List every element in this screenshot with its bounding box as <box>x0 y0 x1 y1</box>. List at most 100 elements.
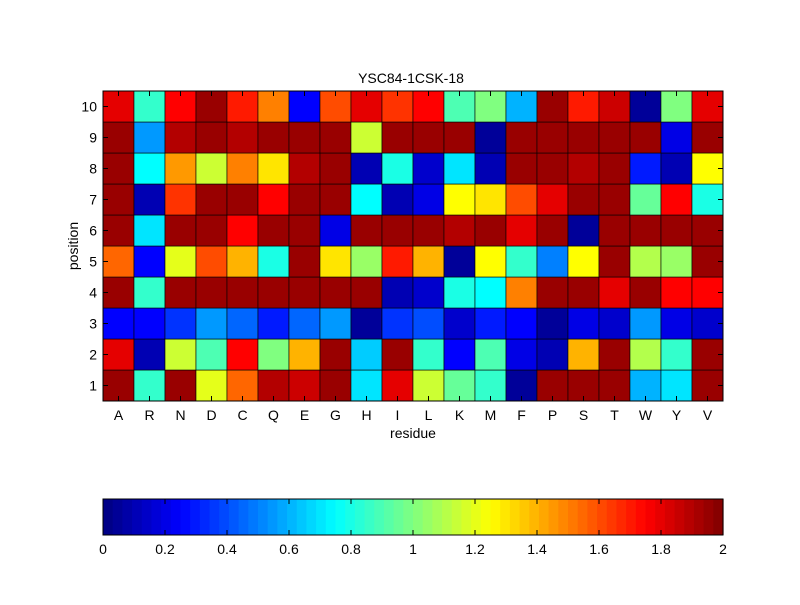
x-tick-label: F <box>517 407 526 423</box>
colorbar <box>103 499 724 535</box>
colorbar-tick-label: 1.8 <box>651 541 671 557</box>
y-axis-label: position <box>65 222 81 270</box>
heatmap-cell <box>629 307 662 340</box>
heatmap-cell <box>195 338 228 371</box>
heatmap-cell <box>598 121 631 154</box>
heatmap-cell <box>598 214 631 247</box>
heatmap-cell <box>443 338 476 371</box>
colorbar-tick-labels: 0 0.2 0.4 0.6 0.8 1 1.2 1.4 1.6 1.8 2 <box>99 499 727 557</box>
heatmap-cell <box>164 214 197 247</box>
colorbar-tick-label: 2 <box>719 541 727 557</box>
heatmap-cell <box>350 90 383 123</box>
heatmap-cell <box>195 276 228 309</box>
x-tick-label: A <box>114 407 124 423</box>
y-tick-label: 2 <box>89 347 97 363</box>
heatmap-cell <box>598 183 631 216</box>
heatmap-cell <box>660 183 693 216</box>
x-tick-label: I <box>396 407 400 423</box>
y-tick-label: 7 <box>89 192 97 208</box>
heatmap-cell <box>288 307 321 340</box>
heatmap-cell <box>133 214 166 247</box>
colorbar-tick-label: 0.4 <box>217 541 237 557</box>
heatmap-cell <box>319 245 352 278</box>
colorbar-swatch <box>674 499 685 535</box>
heatmap-cell <box>505 276 538 309</box>
colorbar-swatch <box>248 499 259 535</box>
colorbar-tick-label: 0.2 <box>155 541 175 557</box>
heatmap-cell <box>629 245 662 278</box>
heatmap-cell <box>629 214 662 247</box>
colorbar-swatch <box>684 499 695 535</box>
colorbar-swatch <box>413 499 424 535</box>
heatmap-cell <box>691 245 724 278</box>
heatmap-cell <box>505 245 538 278</box>
heatmap-cell <box>412 121 445 154</box>
heatmap-cell <box>257 152 290 185</box>
heatmap-cell <box>350 276 383 309</box>
x-tick-label: N <box>175 407 185 423</box>
heatmap-cell <box>133 183 166 216</box>
colorbar-swatch <box>383 499 395 535</box>
heatmap-cell <box>133 152 166 185</box>
heatmap-cell <box>598 90 631 123</box>
heatmap-cell <box>412 183 445 216</box>
heatmap-cell <box>629 121 662 154</box>
heatmap-cell <box>474 245 507 278</box>
colorbar-swatch <box>228 499 240 535</box>
heatmap-cell <box>598 245 631 278</box>
heatmap-cell <box>164 276 197 309</box>
heatmap-cell <box>660 214 693 247</box>
heatmap-cell <box>381 245 414 278</box>
heatmap-cell <box>164 121 197 154</box>
heatmap-cell <box>381 307 414 340</box>
heatmap-cell <box>412 214 445 247</box>
heatmap-cell <box>629 276 662 309</box>
heatmap-cell <box>381 152 414 185</box>
y-tick-label: 6 <box>89 223 97 239</box>
heatmap-cell <box>319 214 352 247</box>
x-tick-label: T <box>610 407 619 423</box>
heatmap-cell <box>164 152 197 185</box>
colorbar-swatch <box>568 499 579 535</box>
colorbar-swatch <box>442 499 453 535</box>
heatmap-cell <box>443 152 476 185</box>
heatmap-cell <box>443 369 476 402</box>
y-tick-label: 1 <box>89 378 97 394</box>
colorbar-swatch <box>209 499 220 535</box>
colorbar-swatch <box>480 499 492 535</box>
colorbar-swatch <box>703 499 714 535</box>
heatmap-cell <box>567 338 600 371</box>
colorbar-swatch <box>316 499 327 535</box>
heatmap-cell <box>133 338 166 371</box>
x-tick-label: E <box>300 407 309 423</box>
heatmap-cells <box>102 90 724 402</box>
heatmap-cell <box>567 214 600 247</box>
heatmap-cell <box>133 121 166 154</box>
heatmap-cell <box>257 369 290 402</box>
heatmap-cell <box>381 214 414 247</box>
colorbar-swatch <box>558 499 569 535</box>
colorbar-swatch <box>664 499 676 535</box>
heatmap-cell <box>567 245 600 278</box>
colorbar-swatch <box>693 499 705 535</box>
heatmap-cell <box>598 276 631 309</box>
heatmap-cell <box>660 245 693 278</box>
heatmap-cell <box>660 90 693 123</box>
heatmap-cell <box>474 276 507 309</box>
heatmap-cell <box>567 276 600 309</box>
heatmap-cell <box>691 152 724 185</box>
colorbar-swatch <box>277 499 288 535</box>
heatmap-cell <box>226 214 259 247</box>
heatmap-cell <box>102 276 135 309</box>
heatmap-cell <box>133 276 166 309</box>
heatmap-cell <box>567 152 600 185</box>
colorbar-swatch <box>461 499 472 535</box>
heatmap-cell <box>350 183 383 216</box>
heatmap-cell <box>195 245 228 278</box>
colorbar-swatch <box>199 499 211 535</box>
colorbar-swatch <box>161 499 172 535</box>
x-tick-label: R <box>144 407 154 423</box>
heatmap-cell <box>381 338 414 371</box>
colorbar-swatch <box>345 499 356 535</box>
